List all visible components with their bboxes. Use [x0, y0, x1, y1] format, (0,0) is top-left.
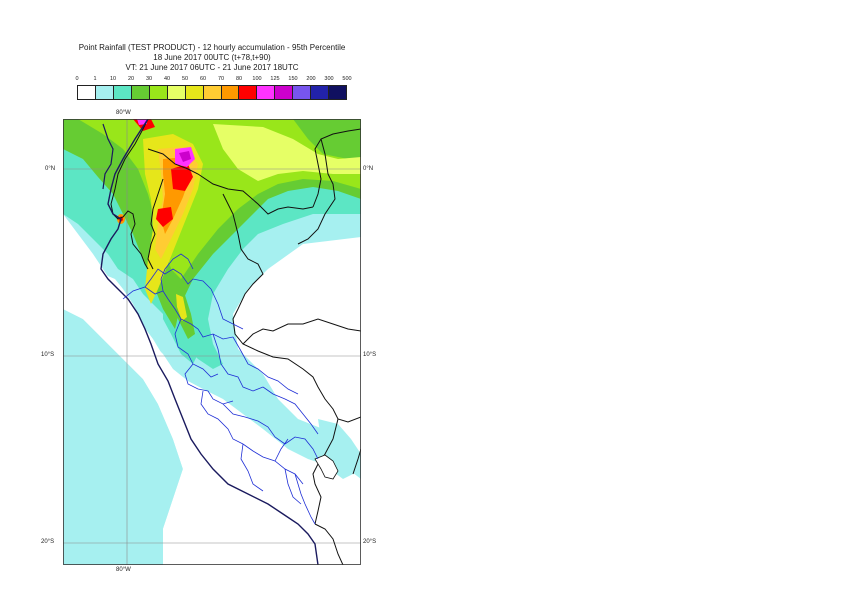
legend-threshold-label: 500 — [342, 76, 352, 82]
legend-threshold-label: 20 — [127, 76, 135, 82]
map-frame — [63, 119, 361, 565]
legend-threshold-label: 125 — [270, 76, 280, 82]
lon-label-bottom: 80°W — [116, 567, 131, 573]
legend-threshold-label: 60 — [199, 76, 207, 82]
rain-field-coastal-1-10 — [63, 309, 183, 565]
border-peru-bolivia — [312, 418, 339, 525]
border-brazil-bolivia — [242, 318, 361, 345]
border-bolivia-chile — [314, 523, 344, 565]
legend-swatch — [203, 86, 222, 99]
lat-label-right-10: 10°S — [363, 352, 377, 358]
map-title: Point Rainfall (TEST PRODUCT) - 12 hourl… — [78, 43, 346, 52]
lon-label-top: 80°W — [116, 110, 131, 116]
border-brazil-north — [297, 138, 336, 245]
legend-swatch — [257, 86, 276, 99]
legend-swatch — [149, 86, 168, 99]
legend-swatch — [311, 86, 330, 99]
map-run-time: 18 June 2017 00UTC (t+78,t+90) — [153, 53, 271, 62]
map-valid-time: VT: 21 June 2017 06UTC - 21 June 2017 18… — [125, 63, 299, 72]
border-peru-brazil — [222, 193, 361, 423]
legend-threshold-label: 0 — [75, 76, 79, 82]
legend-swatch — [293, 86, 312, 99]
lat-label-right-20: 20°S — [363, 539, 377, 545]
legend-color-bar — [77, 85, 347, 100]
legend-swatch — [185, 86, 204, 99]
lat-label-left-0: 0°N — [45, 166, 56, 172]
legend-threshold-label: 70 — [217, 76, 225, 82]
rain-field-40-50 — [213, 124, 361, 181]
rain-core-purple — [179, 151, 191, 162]
border-ecuador-peru — [147, 178, 164, 270]
legend-swatch — [113, 86, 132, 99]
rain-core-red-mid — [156, 207, 173, 227]
legend-threshold-label: 300 — [324, 76, 334, 82]
ocean-dry-area — [63, 214, 218, 565]
border-bolivia-east — [352, 448, 361, 475]
legend-swatch — [275, 86, 294, 99]
rain-field-east-1-10 — [318, 419, 361, 479]
coastline — [100, 119, 319, 565]
border-colombia — [147, 148, 314, 215]
legend-threshold-label: 80 — [235, 76, 243, 82]
lake-titicaca — [314, 454, 339, 480]
legend-swatch — [167, 86, 186, 99]
lat-label-left-20: 20°S — [41, 539, 55, 545]
legend-threshold-label: 10 — [109, 76, 117, 82]
legend-threshold-label: 1 — [93, 76, 97, 82]
rain-core-red-north — [171, 164, 193, 191]
map-svg — [63, 119, 361, 565]
peru-departments — [122, 253, 319, 525]
legend-swatch — [131, 86, 150, 99]
legend-swatch — [221, 86, 240, 99]
border-venezuela-guyana — [312, 128, 361, 208]
legend-swatch — [78, 86, 96, 99]
rainfall-map — [63, 119, 361, 565]
legend-threshold-label: 30 — [145, 76, 153, 82]
lat-label-right-0: 0°N — [363, 166, 374, 172]
colorbar-legend: 0 1 10 20 30 40 50 60 70 80 100 125 150 200 300 500 — [75, 76, 352, 104]
map-title-block: Point Rainfall (TEST PRODUCT) - 12 hourl… — [62, 43, 362, 73]
legend-swatch — [329, 86, 347, 99]
legend-threshold-label: 100 — [252, 76, 262, 82]
legend-threshold-label: 150 — [288, 76, 298, 82]
rain-streak-south-yellow — [176, 294, 187, 321]
legend-swatch — [95, 86, 114, 99]
legend-threshold-label: 40 — [163, 76, 171, 82]
legend-threshold-labels: 0 1 10 20 30 40 50 60 70 80 100 125 150 200 300 500 — [75, 76, 351, 86]
lat-label-left-10: 10°S — [41, 352, 55, 358]
legend-threshold-label: 200 — [306, 76, 316, 82]
legend-threshold-label: 50 — [181, 76, 189, 82]
coastline-north — [102, 123, 114, 190]
legend-swatch — [239, 86, 258, 99]
